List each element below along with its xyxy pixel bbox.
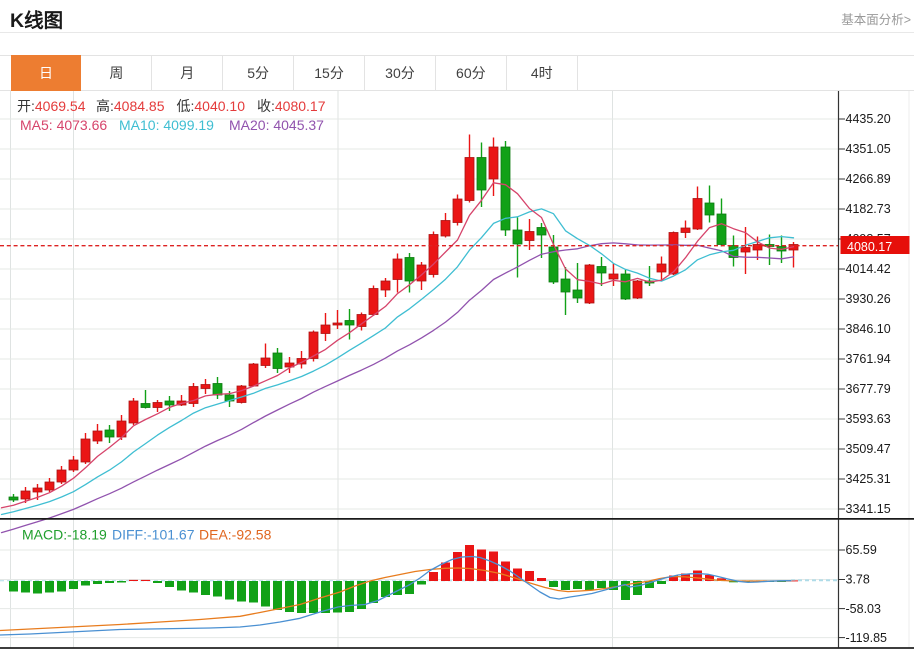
svg-text:3.78: 3.78 <box>846 573 870 587</box>
svg-text:3677.79: 3677.79 <box>846 382 891 396</box>
svg-text:65.59: 65.59 <box>846 543 877 557</box>
svg-text:3341.15: 3341.15 <box>846 502 891 516</box>
svg-text:4266.89: 4266.89 <box>846 172 891 186</box>
svg-text:4182.73: 4182.73 <box>846 202 891 216</box>
svg-text:-58.03: -58.03 <box>846 602 881 616</box>
svg-text:4351.05: 4351.05 <box>846 142 891 156</box>
svg-text:4435.20: 4435.20 <box>846 112 891 126</box>
svg-text:3761.94: 3761.94 <box>846 352 891 366</box>
svg-text:4080.17: 4080.17 <box>847 240 892 254</box>
svg-text:开:4069.54高:4084.85低:4040.10收:4: 开:4069.54 高:4084.85 低:4040.10 收:4080.17 <box>17 98 326 114</box>
svg-text:3930.26: 3930.26 <box>846 292 891 306</box>
svg-text:3425.31: 3425.31 <box>846 472 891 486</box>
svg-text:-119.85: -119.85 <box>846 631 888 645</box>
svg-text:3509.47: 3509.47 <box>846 442 891 456</box>
svg-text:3846.10: 3846.10 <box>846 322 891 336</box>
svg-text:3593.63: 3593.63 <box>846 412 891 426</box>
svg-text:4014.42: 4014.42 <box>846 262 891 276</box>
